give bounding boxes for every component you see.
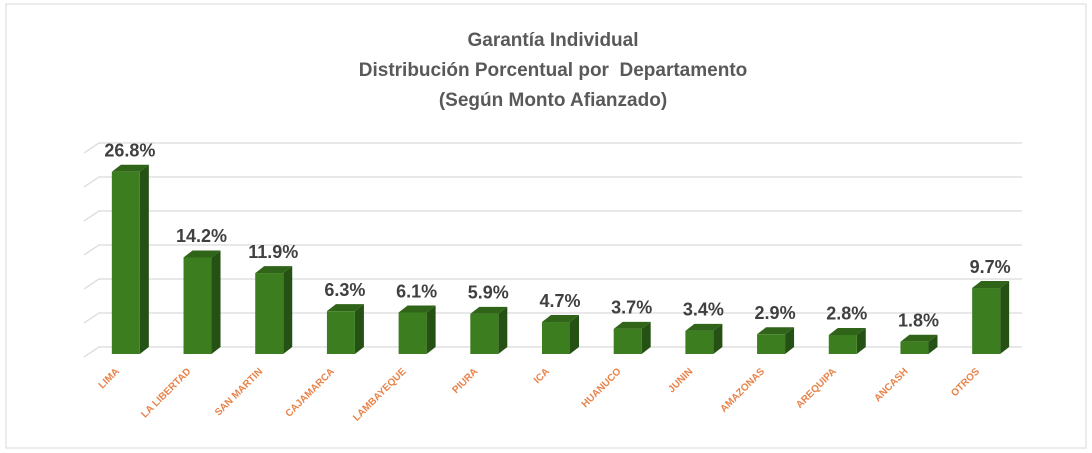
bar-side: [211, 250, 221, 354]
bar-top: [470, 306, 508, 314]
grid-line: [83, 312, 1022, 324]
bar: [972, 288, 1001, 354]
bar: [685, 330, 714, 354]
bar: [900, 341, 929, 354]
bar-side: [1000, 281, 1010, 354]
bar: [542, 322, 570, 354]
grid-line: [83, 244, 1022, 256]
grid-line: [83, 142, 1022, 154]
grid-line: [83, 278, 1022, 290]
bar: [828, 334, 857, 354]
bar-top: [183, 250, 221, 258]
bar: [255, 273, 284, 354]
bar-top: [398, 305, 436, 313]
bar-side: [139, 164, 149, 354]
bar: [183, 257, 212, 354]
chart-subtitle: Distribución Porcentual por Departamento: [359, 60, 748, 81]
bar-side: [354, 304, 364, 354]
bar: [326, 311, 355, 354]
data-label: 14.2%: [176, 226, 227, 246]
bar-top: [255, 266, 293, 274]
bar-side: [283, 266, 293, 354]
data-label: 3.7%: [611, 298, 652, 318]
bar-top: [685, 323, 723, 331]
data-label: 6.1%: [396, 281, 437, 301]
bar: [470, 313, 499, 354]
data-label: 9.7%: [970, 257, 1011, 277]
grid-line: [83, 210, 1022, 222]
bar: [111, 171, 140, 354]
data-label: 4.7%: [539, 291, 580, 311]
bar-side: [641, 321, 651, 354]
bar-top: [828, 327, 866, 335]
bar-side: [498, 306, 508, 354]
bar: [757, 334, 786, 354]
bar-top: [542, 315, 579, 323]
data-label: 2.9%: [755, 303, 796, 323]
chart-title: Garantía Individual: [467, 30, 638, 51]
data-label: 11.9%: [248, 242, 298, 262]
bar-top: [326, 304, 364, 312]
data-label: 26.8%: [104, 141, 155, 161]
bar-top: [900, 334, 938, 342]
bar-side: [713, 323, 723, 354]
bar: [613, 328, 642, 354]
chart-frame: [5, 3, 1087, 449]
bar-side: [856, 327, 866, 354]
bar-side: [928, 334, 938, 354]
bar-side: [426, 305, 436, 354]
bar-top: [757, 327, 795, 335]
bar: [398, 312, 427, 354]
data-label: 2.8%: [826, 304, 867, 324]
chart-subtitle: (Según Monto Afianzado): [439, 90, 667, 111]
grid-line: [83, 176, 1022, 188]
bar-top: [972, 281, 1010, 289]
bar-side: [785, 327, 795, 354]
bar-top: [111, 164, 149, 172]
data-label: 6.3%: [324, 280, 365, 300]
bar-top: [613, 321, 651, 329]
data-label: 1.8%: [898, 311, 939, 331]
data-label: 3.4%: [683, 300, 724, 320]
data-label: 5.9%: [468, 283, 509, 303]
bar-side: [570, 315, 579, 354]
